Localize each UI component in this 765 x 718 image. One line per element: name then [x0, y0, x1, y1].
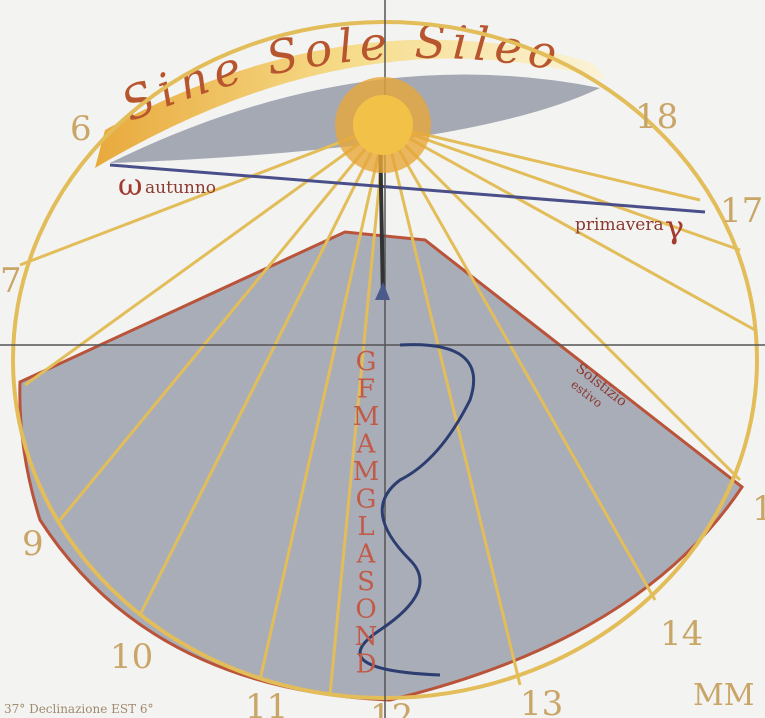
month-letter: M [353, 457, 380, 487]
hour-label: 14 [660, 614, 703, 654]
month-letter: A [356, 540, 377, 570]
month-letter: L [357, 512, 374, 542]
month-letter: S [357, 567, 375, 597]
month-letter: A [356, 430, 377, 460]
hour-lines [19, 123, 756, 696]
hour-label: 6 [70, 109, 92, 149]
month-letter: N [355, 622, 378, 652]
spring-symbol: γ [665, 208, 684, 246]
month-letter: D [356, 650, 377, 680]
hour-label: 7 [0, 261, 22, 301]
declination: 37° Declinazione EST 6° [4, 702, 154, 716]
hour-label: 10 [110, 637, 153, 677]
sun [335, 77, 431, 173]
hour-label: 13 [520, 684, 563, 718]
month-letter: G [356, 347, 377, 377]
gnomon-tip [375, 282, 390, 300]
month-letter: M [353, 402, 380, 432]
motto-band [95, 39, 605, 169]
analemma [358, 343, 476, 677]
month-letter: O [355, 595, 376, 625]
equinox-line [109, 163, 706, 214]
hour-label: 18 [635, 97, 678, 137]
month-letter: G [356, 485, 377, 515]
hour-label: 1 [752, 489, 765, 529]
month-letter: F [357, 375, 375, 405]
hour-label: 17 [720, 191, 763, 231]
autumn-symbol: ω [118, 168, 142, 203]
hour-label: 11 [245, 687, 288, 718]
hour-label: 9 [22, 524, 44, 564]
signature: MM [693, 678, 754, 713]
spring-label: primavera [575, 215, 664, 235]
hour-label: 12 [370, 697, 413, 718]
autumn-label: autunno [145, 178, 216, 198]
